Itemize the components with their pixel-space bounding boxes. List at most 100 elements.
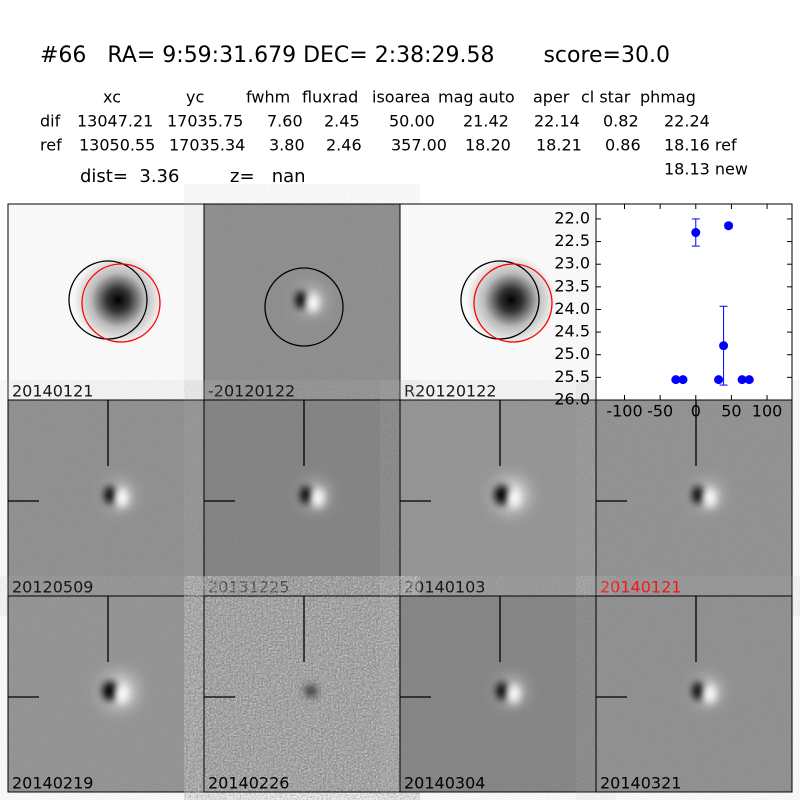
point (691, 228, 701, 238)
table-cell: 17035.34 (169, 136, 245, 155)
dark-lobe (295, 291, 307, 309)
y-tick-label: 24.0 (554, 299, 590, 318)
stamp: 20131225 (203, 399, 401, 597)
stamp: 20140304 (399, 595, 597, 793)
star (466, 255, 556, 345)
table-cell: 22.14 (534, 112, 580, 131)
stamp: 20140219 (7, 595, 205, 793)
bright-lobe (508, 489, 520, 507)
new-circle (473, 263, 553, 343)
point (678, 375, 688, 385)
point (744, 375, 754, 385)
noise (204, 596, 400, 792)
point (671, 375, 681, 385)
stamp-label: 20131225 (208, 578, 289, 597)
column-header: cl star (581, 88, 631, 107)
plot-bg (596, 204, 792, 400)
table-cell: 7.60 (267, 112, 303, 131)
table-cell: 3.80 (269, 136, 305, 155)
y-tick-label: 22.5 (554, 231, 590, 250)
y-tick-label: 24.5 (554, 322, 590, 341)
table-cell: 17035.75 (167, 112, 243, 131)
column-header: fwhm (246, 88, 290, 107)
x-tick-label: 50 (721, 402, 741, 421)
table-cell: 13050.55 (79, 136, 155, 155)
table-cell: dif (40, 112, 61, 131)
z-value: z= nan (230, 166, 306, 187)
point (719, 341, 729, 351)
table-cell: 50.00 (389, 112, 435, 131)
table-cell: 21.42 (463, 112, 509, 131)
column-header: isoarea (372, 88, 430, 107)
bright-lobe (704, 685, 716, 703)
table-cell: 18.20 (465, 136, 511, 155)
column-header: phmag (640, 88, 696, 107)
dark-lobe (494, 485, 510, 505)
point (737, 375, 747, 385)
stamp-label: 20140121 (12, 382, 93, 401)
ref-circle (68, 260, 148, 340)
dark-lobe (692, 486, 704, 504)
y-tick-label: 23.5 (554, 276, 590, 295)
y-tick-label: 26.0 (554, 390, 590, 409)
bright-lobe (508, 685, 520, 703)
table-cell: 2.46 (326, 136, 362, 155)
y-tick-label: 22.0 (554, 208, 590, 227)
stamp: 20140121 (7, 203, 205, 401)
x-tick-label: -50 (647, 402, 673, 421)
column-header: aper (533, 88, 570, 107)
point (714, 375, 724, 385)
table-cell: 0.86 (605, 136, 641, 155)
table-cell: 357.00 (391, 136, 447, 155)
stamp-label: 20140226 (208, 774, 289, 793)
dist: dist= 3.36 (80, 166, 179, 187)
table-cell: 18.21 (536, 136, 582, 155)
x-tick-label: -100 (606, 402, 642, 421)
ref-circle (460, 260, 540, 340)
column-header: fluxrad (302, 88, 358, 107)
table-cell: 0.82 (603, 112, 639, 131)
stamp: 20140121 (595, 399, 793, 597)
table-cell: 2.45 (324, 112, 360, 131)
dark-lobe (300, 486, 312, 504)
table-cell: 22.24 (664, 112, 710, 131)
ref-circle (264, 267, 344, 347)
stamp: 20140321 (595, 595, 793, 793)
bright-lobe (312, 489, 324, 507)
blob (305, 685, 317, 697)
table-extra: 18.13 new (664, 160, 748, 179)
y-tick-label: 25.5 (554, 367, 590, 386)
y-tick-label: 23.0 (554, 254, 590, 273)
stamp-label: 20120509 (12, 578, 93, 597)
bright-lobe (116, 685, 128, 703)
stamp: -20120122 (203, 203, 401, 401)
table-cell: ref (40, 136, 62, 155)
stamp-label: 20140103 (404, 578, 485, 597)
dark-lobe (496, 682, 508, 700)
stamp: 20140103 (399, 399, 597, 597)
stamp-label: 20140219 (12, 774, 93, 793)
stamp-label: 20140321 (600, 774, 681, 793)
column-header: mag auto (438, 88, 515, 107)
stamp: 20140226 (203, 595, 401, 793)
stamp-label: -20120122 (208, 382, 295, 401)
bright-lobe (116, 489, 128, 507)
x-tick-label: 100 (752, 402, 783, 421)
stamp: 20120509 (7, 399, 205, 597)
new-circle (81, 263, 161, 343)
star (73, 255, 163, 345)
y-tick-label: 25.0 (554, 344, 590, 363)
bright-lobe (307, 294, 319, 312)
column-header: yc (186, 88, 204, 107)
stamp: R20120122 (399, 203, 597, 401)
stamp-label: 20140121 (600, 578, 681, 597)
title: #66 RA= 9:59:31.679 DEC= 2:38:29.58 scor… (40, 43, 670, 68)
plot-frame (595, 203, 793, 401)
stamp-label: 20140304 (404, 774, 485, 793)
dark-lobe (104, 486, 116, 504)
stamp-frame (595, 595, 793, 793)
bright-lobe (704, 489, 716, 507)
dark-lobe (692, 682, 704, 700)
dark-lobe (102, 681, 118, 701)
